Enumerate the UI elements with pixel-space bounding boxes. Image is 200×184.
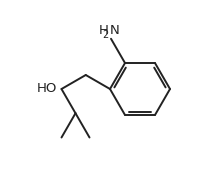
Text: 2: 2 — [102, 30, 108, 40]
Text: HO: HO — [37, 82, 57, 95]
Text: H: H — [99, 24, 108, 37]
Text: N: N — [109, 24, 119, 37]
